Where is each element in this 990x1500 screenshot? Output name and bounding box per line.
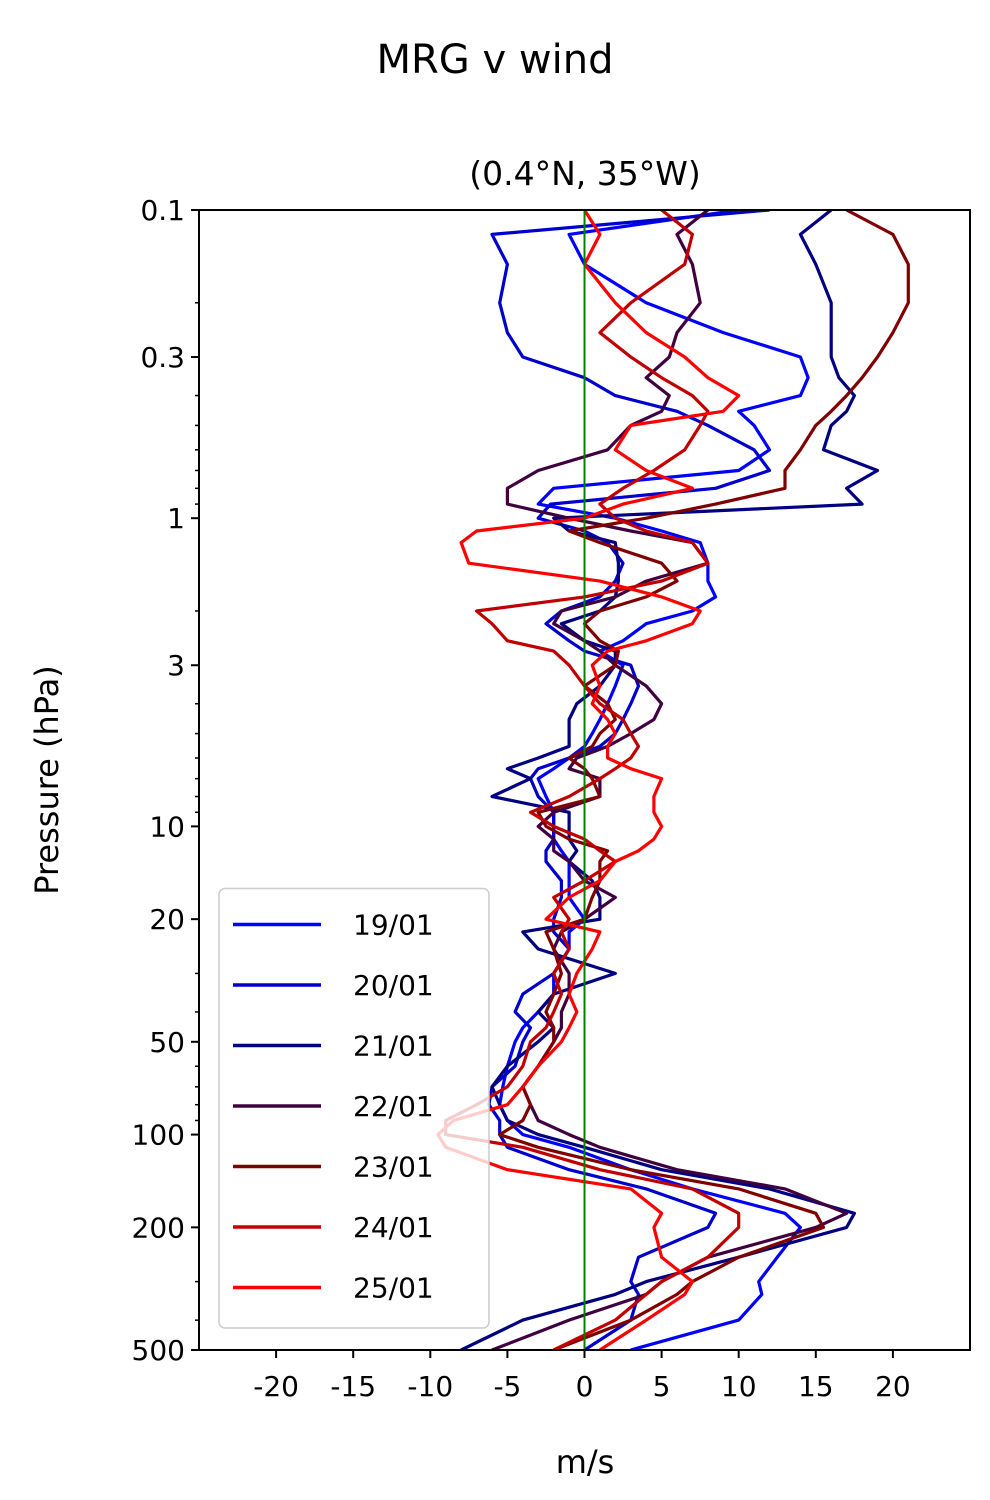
chart-title: (0.4°N, 35°W) bbox=[469, 154, 701, 193]
legend-label: 24/01 bbox=[353, 1211, 434, 1244]
y-tick-label: 10 bbox=[149, 810, 185, 843]
series-line-21-01 bbox=[460, 210, 880, 1350]
x-tick-label: -20 bbox=[253, 1370, 299, 1403]
series-layer bbox=[436, 210, 910, 1350]
x-axis: -20 -15 -10 -5 0 5 10 15 20 bbox=[253, 1350, 911, 1403]
y-tick-label: 0.3 bbox=[140, 341, 185, 374]
series-line-19-01 bbox=[498, 210, 810, 1350]
y-tick-label: 20 bbox=[149, 903, 185, 936]
chart-suptitle: MRG v wind bbox=[377, 37, 614, 83]
x-tick-label: -15 bbox=[330, 1370, 376, 1403]
legend: 19/01 20/01 21/01 22/01 23/01 24/01 25/01 bbox=[218, 887, 490, 1329]
y-tick-label: 100 bbox=[132, 1119, 185, 1152]
y-tick-label: 50 bbox=[149, 1026, 185, 1059]
x-tick-label: 15 bbox=[798, 1370, 834, 1403]
legend-label: 19/01 bbox=[353, 909, 434, 942]
y-tick-label: 0.1 bbox=[140, 194, 185, 227]
x-tick-label: 20 bbox=[875, 1370, 911, 1403]
legend-label: 23/01 bbox=[353, 1151, 434, 1184]
y-tick-label: 500 bbox=[132, 1334, 185, 1367]
legend-box bbox=[218, 887, 490, 1329]
y-axis-label: Pressure (hPa) bbox=[28, 665, 66, 895]
legend-label: 20/01 bbox=[353, 969, 434, 1002]
x-axis-label: m/s bbox=[556, 1443, 615, 1481]
y-tick-label: 200 bbox=[132, 1211, 185, 1244]
x-tick-label: 10 bbox=[721, 1370, 757, 1403]
x-tick-label: -10 bbox=[407, 1370, 453, 1403]
x-tick-label: -5 bbox=[493, 1370, 521, 1403]
y-tick-label: 1 bbox=[167, 502, 185, 535]
x-tick-label: 0 bbox=[576, 1370, 594, 1403]
legend-label: 21/01 bbox=[353, 1030, 434, 1063]
y-axis: 0.1 0.3 1 3 10 20 50 100 200 500 bbox=[132, 194, 199, 1367]
series-line-23-01 bbox=[498, 210, 910, 1350]
legend-label: 22/01 bbox=[353, 1090, 434, 1123]
legend-label: 25/01 bbox=[353, 1272, 434, 1305]
y-tick-label: 3 bbox=[167, 649, 185, 682]
series-line-20-01 bbox=[487, 210, 772, 1350]
x-tick-label: 5 bbox=[653, 1370, 671, 1403]
